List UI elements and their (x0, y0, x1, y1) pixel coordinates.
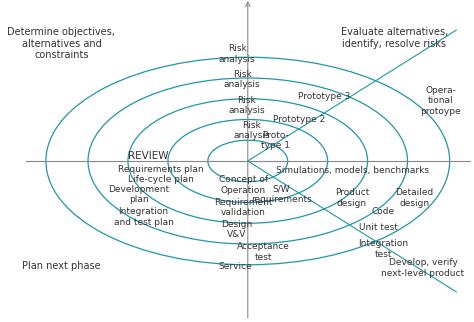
Text: Develop, verify
next-level product: Develop, verify next-level product (382, 258, 465, 278)
Text: Risk
analysis: Risk analysis (224, 70, 260, 90)
Text: Proto-
type 1: Proto- type 1 (261, 131, 290, 150)
Text: Plan next phase: Plan next phase (22, 261, 101, 271)
Text: Concept of
Operation: Concept of Operation (219, 175, 268, 195)
Text: Prototype 3: Prototype 3 (298, 92, 350, 101)
Text: Unit test: Unit test (359, 223, 398, 232)
Text: Detailed
design: Detailed design (395, 188, 433, 208)
Text: Prototype 2: Prototype 2 (273, 115, 325, 124)
Text: Evaluate alternatives,
identify, resolve risks: Evaluate alternatives, identify, resolve… (341, 27, 448, 49)
Text: S/W
requirements: S/W requirements (251, 185, 311, 204)
Text: Simulations, models, benchmarks: Simulations, models, benchmarks (275, 166, 428, 175)
Text: Product
design: Product design (335, 188, 369, 208)
Text: Service: Service (219, 261, 252, 270)
Text: REVIEW: REVIEW (128, 151, 168, 161)
Text: Integration
and test plan: Integration and test plan (114, 207, 173, 227)
Text: Acceptance
test: Acceptance test (237, 242, 290, 262)
Text: Requirement
validation: Requirement validation (214, 198, 273, 217)
Text: Development
plan: Development plan (109, 185, 170, 204)
Text: Determine objectives,
alternatives and
constraints: Determine objectives, alternatives and c… (8, 27, 115, 60)
Text: Risk
analysis: Risk analysis (233, 121, 270, 140)
Text: Risk
analysis: Risk analysis (228, 96, 265, 115)
Text: Requirements plan
Life-cycle plan: Requirements plan Life-cycle plan (118, 165, 204, 184)
Text: Design
V&V: Design V&V (221, 220, 252, 240)
Text: Code: Code (372, 207, 395, 216)
Text: Integration
test: Integration test (358, 239, 408, 259)
Text: Risk
analysis: Risk analysis (219, 44, 255, 64)
Text: Opera-
tional
protoype: Opera- tional protoype (420, 86, 461, 116)
